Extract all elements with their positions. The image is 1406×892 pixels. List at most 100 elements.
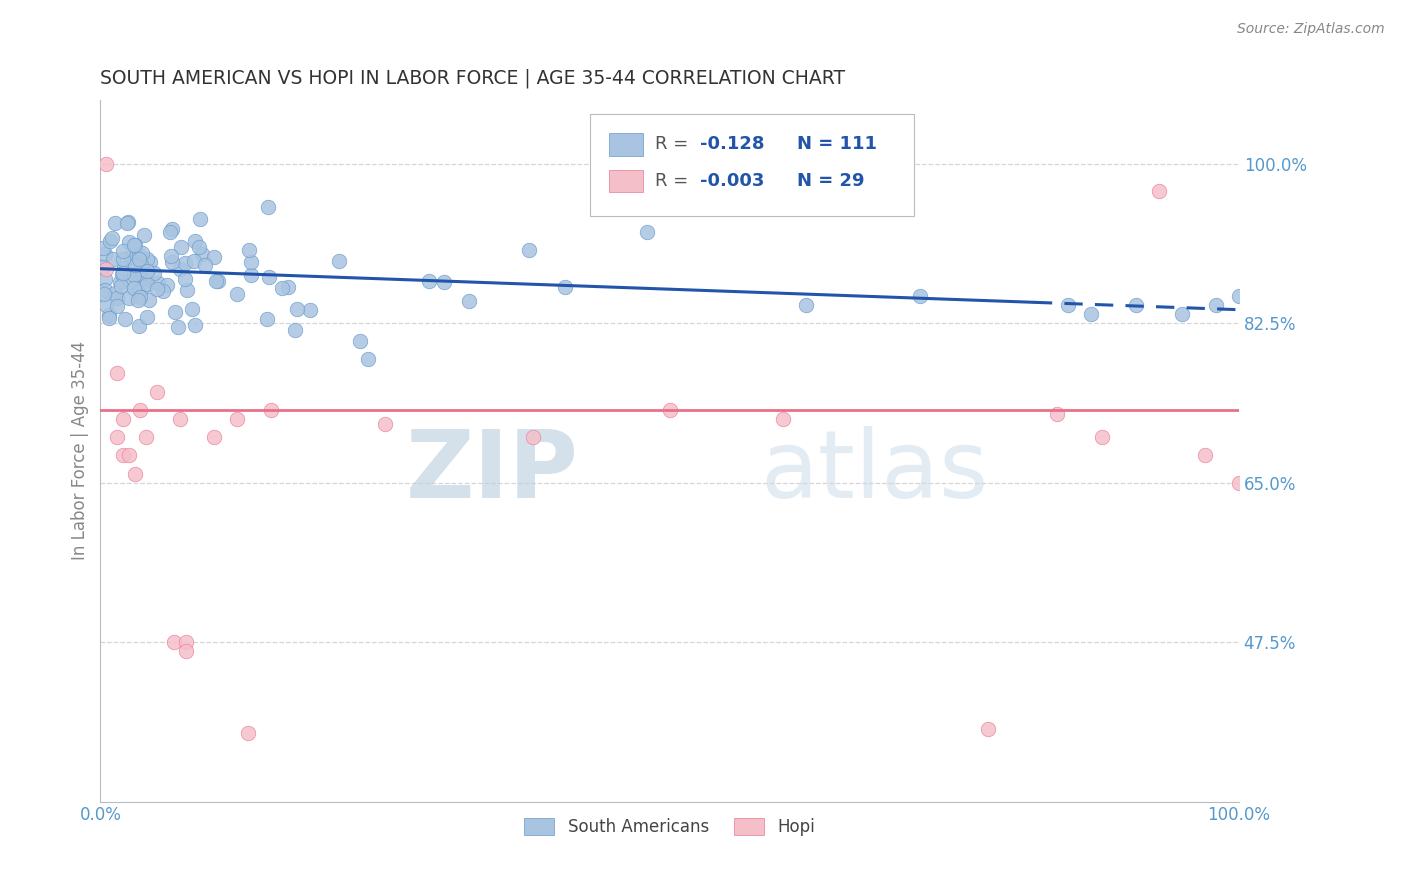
Text: atlas: atlas [761,425,988,518]
Point [101,252,124,266]
Point [202,250,225,264]
Point [131,279,153,293]
Point [104,216,127,230]
FancyBboxPatch shape [591,114,914,216]
Point [522,430,544,444]
Point [977,722,1000,736]
Point [146,384,169,399]
Point [207,274,229,288]
Point [122,237,145,252]
Point [129,290,152,304]
Point [112,449,135,463]
Point [98,311,121,326]
Point [112,252,135,266]
Point [132,272,155,286]
Point [129,258,152,272]
Point [135,430,157,444]
Point [98,308,121,322]
Legend: South Americans, Hopi: South Americans, Hopi [517,811,821,842]
Point [169,412,191,426]
Point [93,287,115,301]
Point [96,298,118,312]
Point [105,299,128,313]
Text: -0.003: -0.003 [700,172,765,190]
Point [122,281,145,295]
Point [256,311,278,326]
Point [1227,289,1250,303]
Text: N = 29: N = 29 [797,172,865,190]
Point [554,280,576,294]
Point [260,403,283,417]
Point [107,430,129,444]
Point [112,412,135,426]
Point [108,275,131,289]
Point [772,412,794,426]
Point [110,278,132,293]
Point [1091,430,1114,444]
Point [91,260,114,274]
Point [98,235,121,249]
Point [181,302,204,317]
Point [159,249,181,263]
Point [146,277,169,291]
Text: R =: R = [655,136,688,153]
Point [94,157,117,171]
Point [174,256,197,270]
Point [226,286,249,301]
Point [433,275,456,289]
Point [1227,475,1250,490]
Point [174,644,197,658]
Point [111,267,134,281]
Point [1125,298,1147,312]
Point [105,292,128,306]
Point [328,254,350,268]
Point [118,449,141,463]
Point [349,334,371,349]
Point [131,246,153,260]
Point [226,412,249,426]
Point [112,266,135,280]
Point [120,250,142,264]
Point [170,240,193,254]
Point [163,635,186,649]
Point [139,255,162,269]
Point [118,275,141,289]
Point [908,289,931,303]
Point [188,212,211,227]
Point [124,467,146,481]
Point [127,293,149,308]
Point [162,255,184,269]
Point [357,351,380,366]
Point [128,248,150,262]
Point [287,301,309,316]
Point [271,281,294,295]
Point [658,403,681,417]
Point [277,280,299,294]
Point [257,200,280,214]
Text: SOUTH AMERICAN VS HOPI IN LABOR FORCE | AGE 35-44 CORRELATION CHART: SOUTH AMERICAN VS HOPI IN LABOR FORCE | … [100,69,845,88]
Point [238,726,260,740]
Point [517,243,540,257]
Text: ZIP: ZIP [405,425,578,518]
Point [117,215,139,229]
Point [183,254,205,268]
Point [636,225,658,239]
Point [104,285,127,300]
Point [114,311,136,326]
Point [202,430,225,444]
Bar [609,169,644,192]
Point [174,272,197,286]
Point [107,367,129,381]
Point [128,252,150,267]
Point [128,318,150,333]
Point [142,266,165,280]
Point [115,216,138,230]
Point [128,261,150,276]
Point [111,244,134,259]
Point [169,262,191,277]
Point [135,252,157,266]
Point [118,291,141,305]
Point [284,323,307,337]
Point [458,293,481,308]
Point [91,241,114,255]
